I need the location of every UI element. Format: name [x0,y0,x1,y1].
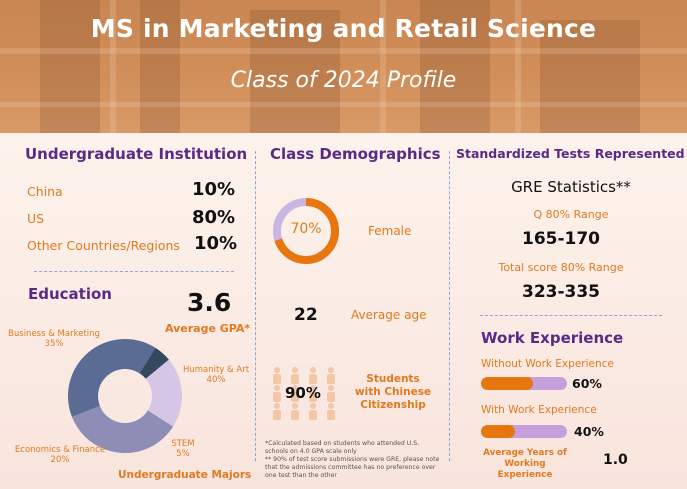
major-pct-humanity: 40% [206,375,226,385]
citizenship-label: Students with Chinese Citizenship [350,373,436,412]
citizenship-label-line-1: Students [366,373,420,385]
without-work-bar [481,377,567,390]
major-label-stem: STEM 5% [163,439,203,459]
major-name-economics: Economics & Finance [14,445,106,455]
demographics-heading: Class Demographics [270,145,441,163]
header-banner: MS in Marketing and Retail Science Class… [0,0,687,133]
major-name-stem: STEM [171,439,195,449]
citizenship-pct: 90% [285,384,321,402]
with-work-bar-fill [481,425,516,438]
female-pct: 70% [290,221,322,237]
undergrad-institution-heading: Undergraduate Institution [25,145,248,163]
gre-title: GRE Statistics** [511,178,631,196]
person-icon [273,385,281,402]
without-work-label: Without Work Experience [481,358,614,370]
institution-label-other: Other Countries/Regions [27,238,180,253]
work-experience-heading: Work Experience [481,329,624,347]
footnote-line-5: one test than the other [265,472,337,479]
with-work-bar [481,425,567,438]
person-icon [309,367,317,384]
without-work-pct: 60% [572,376,602,391]
footnote-line-4: that the admissions committee has no pre… [265,464,436,471]
citizenship-label-line-2: with Chinese [354,386,432,398]
gpa-label: Average GPA* [165,322,251,335]
majors-chart-title: Undergraduate Majors [118,469,252,481]
footnote-line-1: *Calculated based on students who attend… [265,440,420,447]
gre-q-value: 165-170 [521,229,601,249]
person-icon [273,403,281,420]
gpa-value: 3.6 [187,288,232,317]
gre-total-value: 323-335 [521,282,601,302]
major-label-business: Business & Marketing 35% [6,329,102,349]
person-icon [327,385,335,402]
person-icon [273,367,281,384]
gre-q-label: Q 80% Range [533,208,609,221]
avg-years-label-line-1: Average Years of [483,448,567,458]
person-icon [309,403,317,420]
education-heading: Education [28,285,112,303]
person-icon [327,367,335,384]
person-icon [309,385,317,402]
donut-slice-economics [145,359,182,427]
column-divider-left [255,151,256,461]
institution-value-us: 80% [192,207,236,228]
major-label-economics: Economics & Finance 20% [4,445,116,465]
citizenship-people-icon [273,367,335,420]
page-title: MS in Marketing and Retail Science [90,14,597,43]
avg-years-label: Average Years of Working Experience [477,448,573,481]
major-pct-stem: 5% [176,449,190,459]
without-work-bar-fill [481,377,533,390]
person-icon [291,403,299,420]
female-ring-chart [273,198,339,264]
major-label-humanity: Humanity & Art 40% [176,365,256,385]
avg-years-label-line-2: Working Experience [497,459,553,480]
tests-heading: Standardized Tests Represented [456,146,685,161]
major-name-humanity: Humanity & Art [182,365,250,375]
majors-donut-chart [67,339,182,453]
donut-slice-business [72,405,174,453]
institution-value-china: 10% [192,179,236,200]
institution-label-china: China [27,184,63,199]
female-label: Female [368,224,412,238]
footnote-line-3: ** 90% of test score submissions were GR… [265,456,440,463]
with-work-label: With Work Experience [481,404,597,416]
major-name-business: Business & Marketing [8,329,100,339]
column-divider-right [449,151,450,461]
with-work-pct: 40% [574,424,604,439]
footnotes: *Calculated based on students who attend… [265,440,450,480]
person-icon [291,385,299,402]
page-subtitle: Class of 2024 Profile [230,68,457,93]
major-pct-economics: 20% [50,455,70,465]
female-ring-fill [273,198,339,264]
gre-total-label: Total score 80% Range [498,261,624,274]
person-icon [291,367,299,384]
institution-value-other: 10% [194,233,238,254]
footnote-line-2: schools on 4.0 GPA scale only [265,448,357,455]
person-icon [327,403,335,420]
citizenship-label-line-3: Citizenship [360,399,426,411]
content-area: Undergraduate Institution China 10% US 8… [0,133,687,489]
donut-slice-humanity [67,339,156,417]
avg-years-value: 1.0 [603,452,628,468]
average-age-label: Average age [351,308,427,322]
institution-label-us: US [27,211,45,226]
donut-slice-stem [139,347,169,379]
section-divider-left [34,271,234,272]
section-divider-right [480,315,662,316]
average-age-value: 22 [294,305,318,325]
major-pct-business: 35% [44,339,64,349]
